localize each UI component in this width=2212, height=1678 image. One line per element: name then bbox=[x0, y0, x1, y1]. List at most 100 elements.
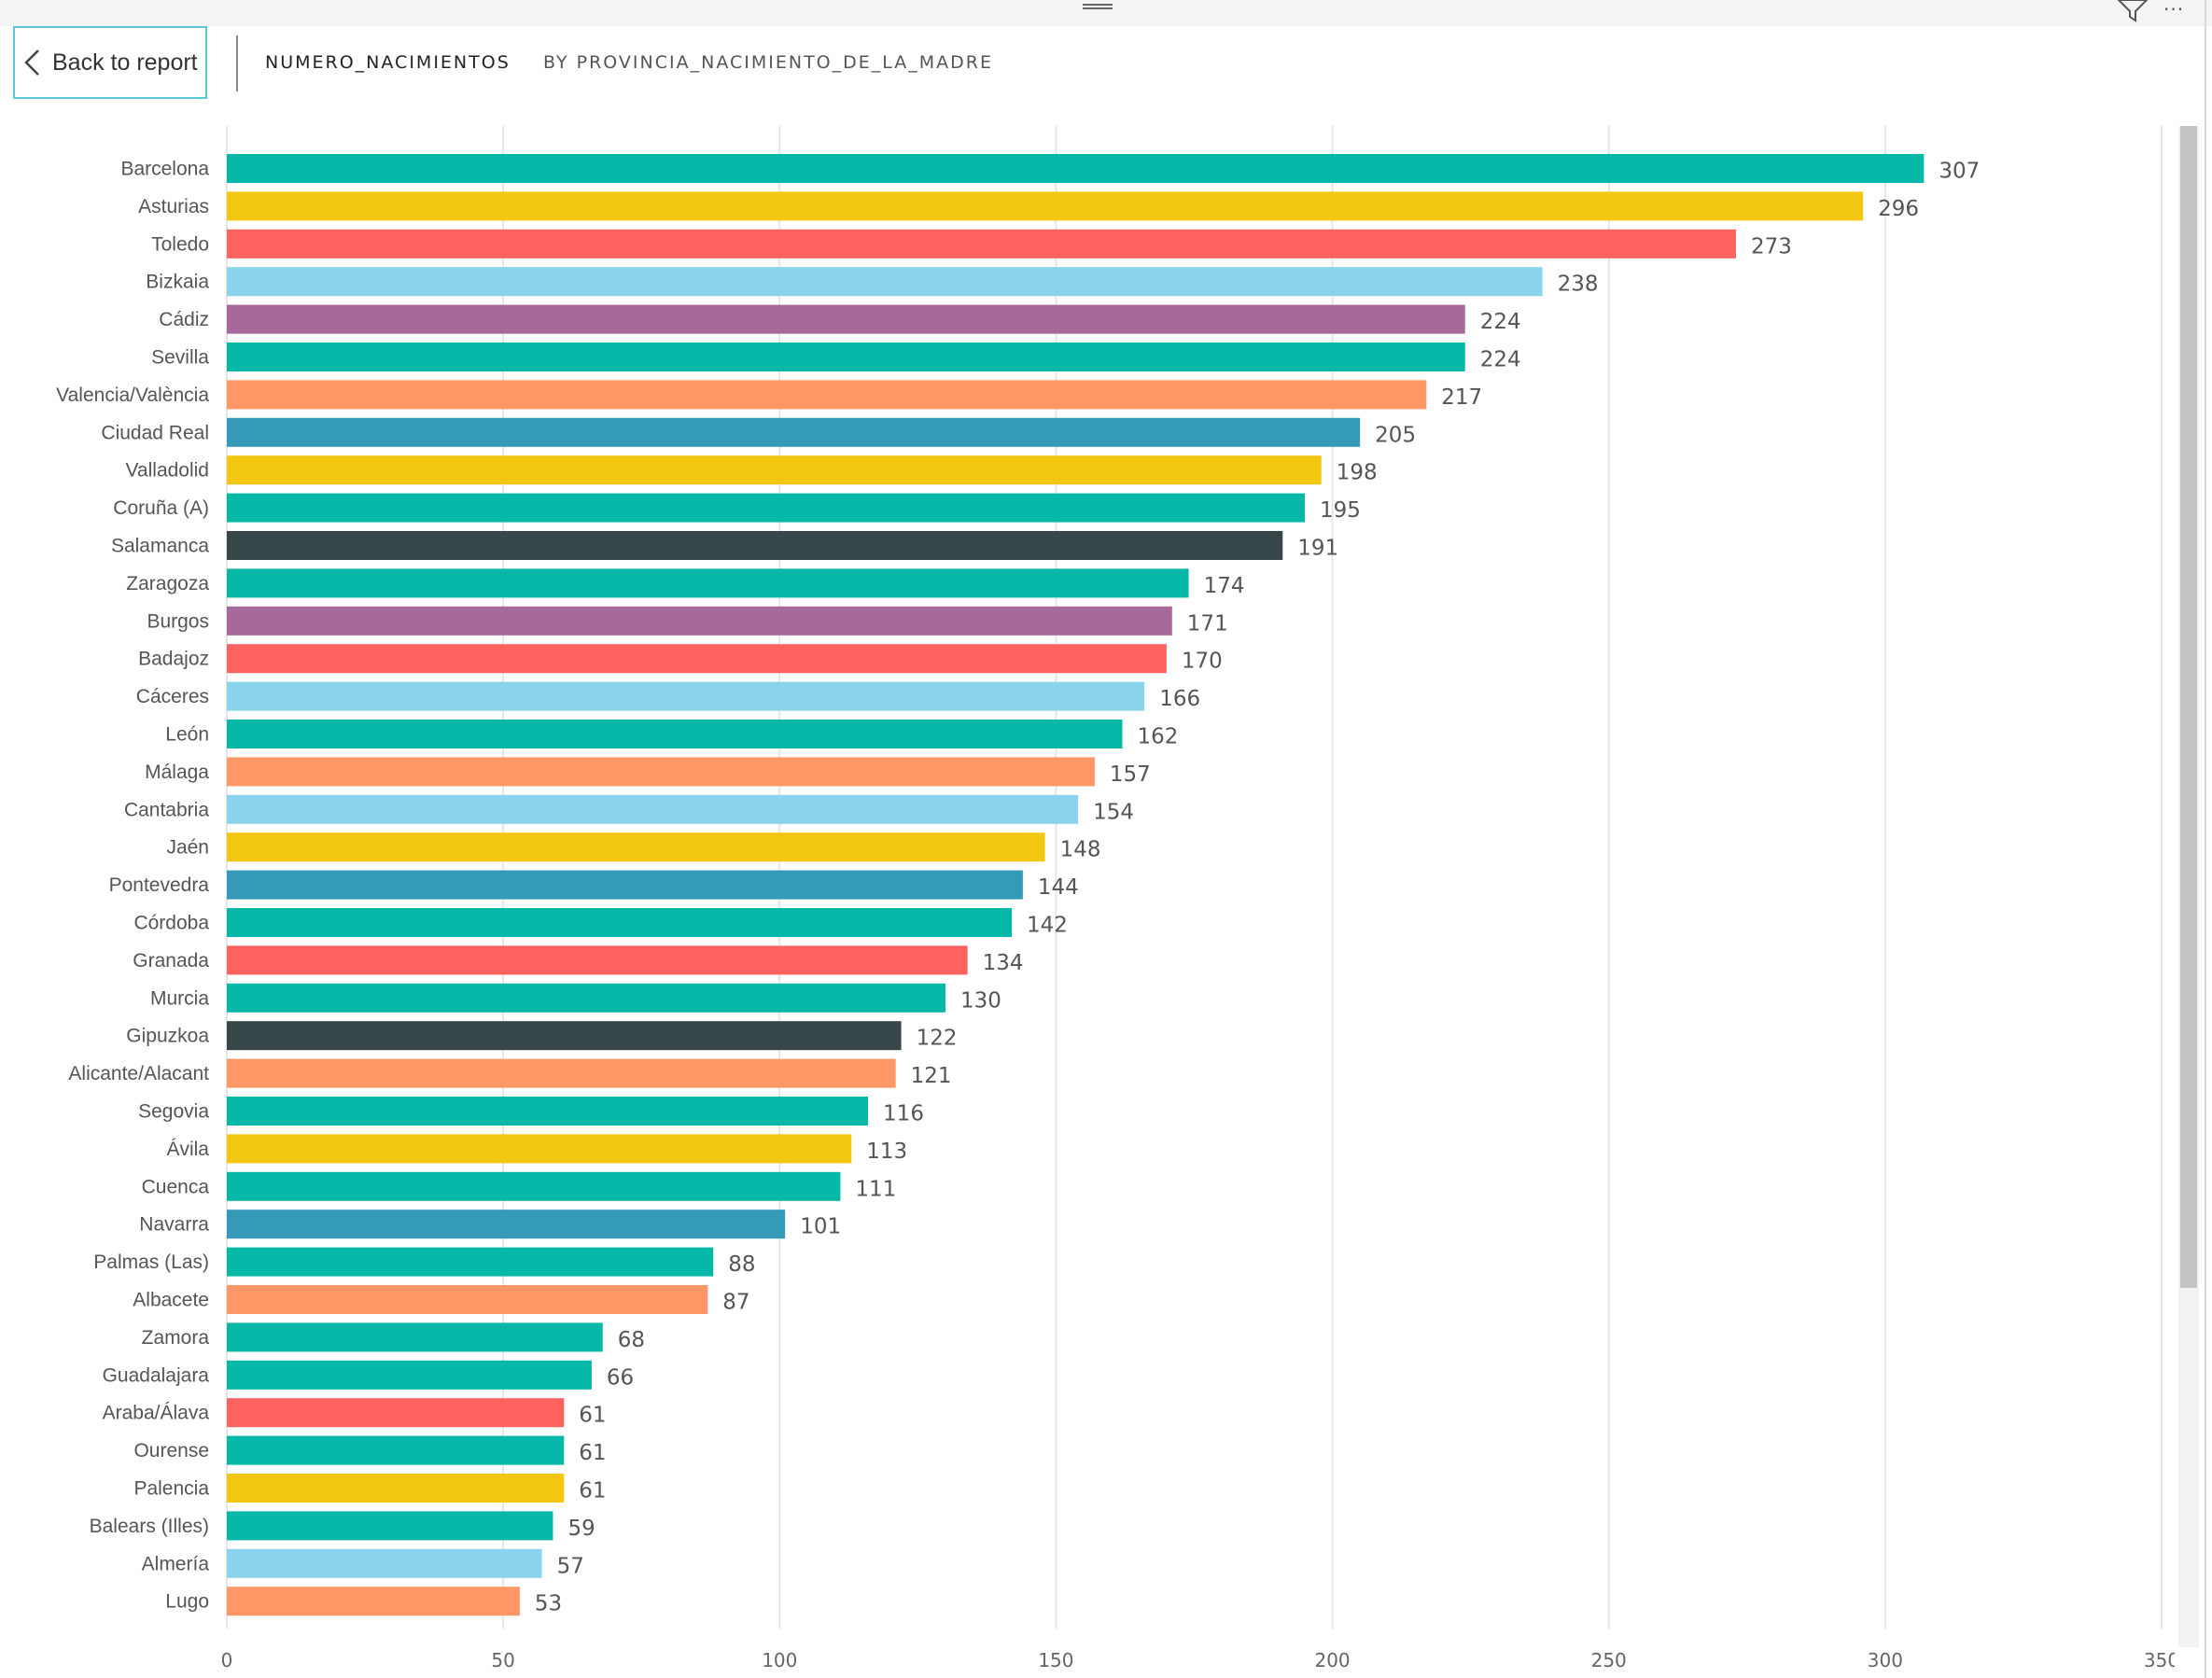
category-label: Cáceres bbox=[136, 686, 209, 707]
x-tick-label: 50 bbox=[491, 1649, 514, 1671]
data-label: 191 bbox=[1297, 537, 1338, 561]
data-label: 88 bbox=[728, 1252, 755, 1277]
bar bbox=[227, 1587, 520, 1616]
data-label: 130 bbox=[960, 988, 1001, 1013]
back-to-report-button[interactable]: Back to report bbox=[13, 26, 207, 99]
x-tick-label: 100 bbox=[762, 1649, 797, 1671]
filter-icon[interactable] bbox=[2117, 0, 2149, 22]
visual-title-dimension: BY PROVINCIA_NACIMIENTO_DE_LA_MADRE bbox=[543, 52, 994, 73]
bar bbox=[227, 304, 1465, 334]
category-label: Sevilla bbox=[151, 347, 209, 369]
category-label: Almería bbox=[142, 1553, 210, 1574]
category-label: Salamanca bbox=[111, 536, 209, 557]
category-label: Zaragoza bbox=[126, 573, 209, 594]
data-label: 142 bbox=[1027, 914, 1068, 938]
category-label: Jaén bbox=[166, 837, 209, 859]
category-label: Granada bbox=[133, 950, 209, 972]
bar bbox=[227, 229, 1736, 259]
data-label: 113 bbox=[866, 1140, 907, 1164]
bar bbox=[227, 380, 1427, 410]
scrollbar-thumb[interactable] bbox=[2180, 126, 2197, 1288]
category-label: Toledo bbox=[151, 233, 209, 255]
data-label: 121 bbox=[911, 1064, 952, 1088]
bar bbox=[227, 1474, 565, 1503]
x-tick-label: 0 bbox=[221, 1649, 233, 1671]
category-label: Ourense bbox=[133, 1440, 209, 1461]
category-label: Málaga bbox=[145, 762, 209, 783]
bar bbox=[227, 870, 1023, 900]
category-label: Cuenca bbox=[142, 1176, 210, 1197]
x-tick-label: 350 bbox=[2144, 1649, 2175, 1671]
bar bbox=[227, 1171, 841, 1201]
data-label: 162 bbox=[1138, 725, 1179, 749]
category-label: Bizkaia bbox=[146, 272, 209, 293]
bar bbox=[227, 191, 1864, 221]
data-label: 174 bbox=[1204, 574, 1245, 598]
bar bbox=[227, 983, 945, 1013]
drag-handle-icon[interactable] bbox=[1083, 2, 1113, 13]
bar bbox=[227, 267, 1543, 297]
data-label: 68 bbox=[618, 1328, 645, 1352]
data-label: 61 bbox=[579, 1441, 606, 1465]
data-label: 238 bbox=[1558, 273, 1599, 297]
category-label: Palmas (Las) bbox=[93, 1252, 209, 1273]
bar bbox=[227, 1285, 708, 1314]
back-label: Back to report bbox=[52, 49, 198, 76]
data-label: 205 bbox=[1375, 423, 1416, 447]
bar bbox=[227, 1548, 542, 1578]
bar bbox=[227, 455, 1322, 485]
bar bbox=[227, 1134, 852, 1164]
right-edge-line bbox=[2205, 0, 2206, 1678]
category-label: Palencia bbox=[133, 1478, 209, 1500]
bar bbox=[227, 1398, 565, 1428]
bar bbox=[227, 154, 1925, 183]
category-label: Valencia/València bbox=[56, 385, 209, 406]
category-label: Alicante/Alacant bbox=[68, 1063, 209, 1084]
data-label: 53 bbox=[535, 1592, 562, 1616]
category-label: León bbox=[165, 724, 209, 746]
data-label: 198 bbox=[1337, 461, 1378, 485]
data-label: 134 bbox=[983, 951, 1024, 975]
data-label: 224 bbox=[1480, 310, 1521, 334]
data-label: 87 bbox=[722, 1291, 749, 1315]
bar bbox=[227, 531, 1283, 560]
data-label: 217 bbox=[1441, 385, 1482, 410]
category-label: Gipuzkoa bbox=[126, 1026, 209, 1047]
bar bbox=[227, 493, 1305, 523]
category-label: Ciudad Real bbox=[101, 422, 209, 443]
bar bbox=[227, 1210, 786, 1239]
data-label: 61 bbox=[579, 1404, 606, 1428]
bar bbox=[227, 1247, 714, 1277]
data-label: 154 bbox=[1093, 800, 1134, 824]
category-label: Cantabria bbox=[124, 799, 209, 820]
data-label: 66 bbox=[607, 1365, 634, 1390]
bar bbox=[227, 945, 968, 975]
data-label: 166 bbox=[1159, 687, 1200, 711]
data-label: 101 bbox=[800, 1215, 841, 1239]
x-tick-label: 150 bbox=[1038, 1649, 1073, 1671]
bar bbox=[227, 1021, 902, 1051]
category-label: Córdoba bbox=[133, 913, 209, 934]
data-label: 157 bbox=[1110, 762, 1151, 787]
data-label: 122 bbox=[917, 1027, 958, 1051]
data-label: 111 bbox=[855, 1177, 896, 1201]
x-tick-label: 250 bbox=[1591, 1649, 1627, 1671]
bar bbox=[227, 568, 1189, 598]
category-label: Murcia bbox=[150, 987, 209, 1009]
data-label: 273 bbox=[1751, 234, 1792, 259]
category-label: Balears (Illes) bbox=[90, 1516, 209, 1537]
bar bbox=[227, 720, 1123, 748]
x-tick-label: 200 bbox=[1314, 1649, 1350, 1671]
category-label: Valladolid bbox=[125, 460, 209, 482]
data-label: 57 bbox=[557, 1554, 584, 1578]
category-label: Coruña (A) bbox=[113, 497, 209, 519]
visual-title-measure: NUMERO_NACIMIENTOS bbox=[265, 52, 511, 73]
category-label: Lugo bbox=[165, 1591, 209, 1613]
data-label: 224 bbox=[1480, 348, 1521, 372]
bar bbox=[227, 1058, 896, 1088]
category-label: Araba/Álava bbox=[103, 1403, 210, 1424]
category-label: Burgos bbox=[147, 610, 209, 632]
data-label: 59 bbox=[567, 1517, 595, 1541]
category-label: Pontevedra bbox=[109, 874, 210, 896]
